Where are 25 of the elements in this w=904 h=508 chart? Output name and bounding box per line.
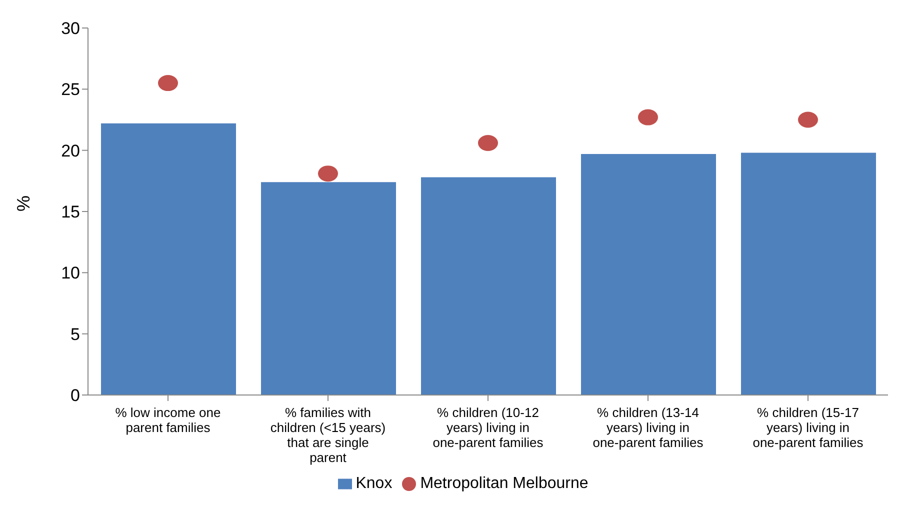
- x-tick-label: % children (15-17 years) living in one-parent families: [752, 405, 864, 450]
- x-tick-label: % children (13-14 years) living in one-parent families: [592, 405, 704, 450]
- point: [318, 166, 338, 182]
- x-tick-label: % low income one parent families: [115, 405, 221, 435]
- point: [478, 134, 498, 151]
- point: [158, 75, 178, 92]
- y-tick-label: 30: [61, 19, 80, 38]
- y-axis-title: %: [13, 195, 34, 212]
- legend-label: Metropolitan Melbourne: [420, 475, 588, 492]
- y-tick-label: 25: [61, 80, 80, 100]
- bar: [101, 123, 236, 395]
- y-tick-label: 5: [70, 324, 80, 344]
- bar: [581, 154, 716, 395]
- y-tick-label: 10: [61, 264, 80, 283]
- y-tick-label: 15: [61, 202, 80, 222]
- point: [638, 109, 658, 126]
- bar: [421, 177, 556, 395]
- y-tick-label: 0: [70, 386, 80, 406]
- y-tick-label: 20: [61, 141, 80, 160]
- bar: [261, 182, 396, 395]
- point: [798, 112, 818, 128]
- x-tick-label: % children (10-12 years) living in one-parent families: [432, 405, 544, 450]
- bar: [741, 152, 876, 395]
- x-tick-label: % families with children (<15 years) that are single parent: [270, 405, 386, 465]
- legend-label: Knox: [356, 475, 392, 492]
